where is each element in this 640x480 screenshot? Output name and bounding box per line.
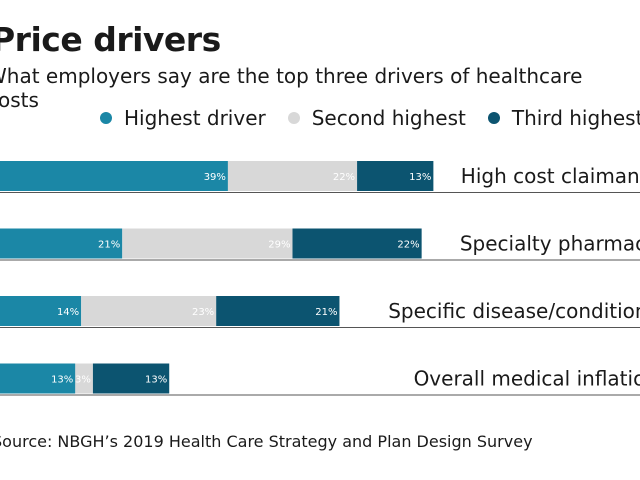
data-label: 3% xyxy=(75,375,91,386)
legend-item-second: Second highest xyxy=(287,106,466,130)
data-label: 13% xyxy=(51,375,73,386)
legend: Highest driver Second highest Third high… xyxy=(100,106,640,130)
data-label: 22% xyxy=(333,172,355,183)
data-label: 13% xyxy=(409,172,431,183)
bar-segment xyxy=(0,161,228,191)
source-note: Source: NBGH’s 2019 Health Care Strategy… xyxy=(0,432,533,451)
data-label: 39% xyxy=(204,172,226,183)
data-label: 22% xyxy=(397,240,419,251)
chart-subtitle: What employers say are the top three dri… xyxy=(0,64,583,112)
legend-swatch-second xyxy=(287,112,300,124)
data-label: 13% xyxy=(145,375,167,386)
category-label: High cost claimants xyxy=(461,164,640,188)
bar-segment xyxy=(0,296,82,326)
legend-label-highest: Highest driver xyxy=(124,106,266,130)
data-label: 23% xyxy=(192,307,214,318)
legend-swatch-highest xyxy=(100,112,112,124)
legend-label-second: Second highest xyxy=(311,106,466,130)
bar-segment xyxy=(292,228,422,259)
legend-label-third: Third highest xyxy=(511,106,640,130)
data-label: 21% xyxy=(98,240,120,251)
bar-segment xyxy=(227,161,358,191)
bar-segment xyxy=(0,363,76,394)
data-label: 21% xyxy=(315,307,337,318)
data-label: 29% xyxy=(268,240,290,251)
legend-swatch-third xyxy=(487,112,500,124)
category-label: Specialty pharmacy xyxy=(460,232,640,256)
legend-item-highest: Highest driver xyxy=(100,106,266,130)
bar-segment xyxy=(81,296,217,326)
bar-segment xyxy=(0,228,123,259)
legend-item-third: Third highest xyxy=(487,106,640,130)
bar-segment xyxy=(92,363,170,394)
bar-segment xyxy=(357,161,434,191)
bar-segment xyxy=(216,296,340,326)
category-label: Specific disease/conditions xyxy=(388,299,640,323)
data-label: 14% xyxy=(57,307,79,318)
bar-segment xyxy=(122,228,293,259)
chart-title: Price drivers xyxy=(0,20,221,59)
category-label: Overall medical inflation xyxy=(414,367,640,391)
bar-segment xyxy=(75,363,93,394)
